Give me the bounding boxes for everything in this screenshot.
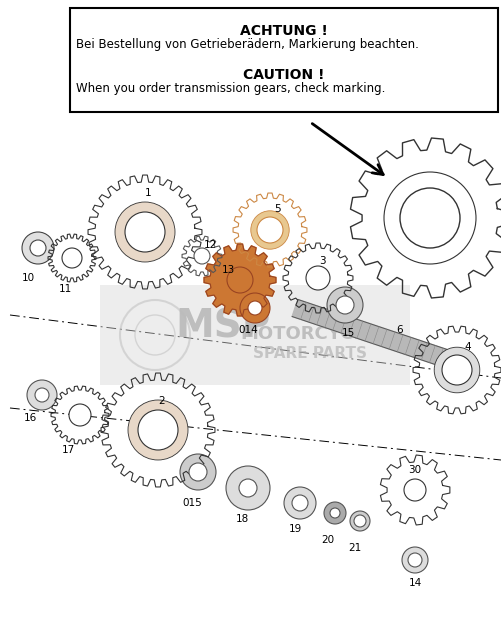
Text: SPARE PARTS: SPARE PARTS xyxy=(253,346,367,361)
Text: 15: 15 xyxy=(341,328,355,338)
Text: 3: 3 xyxy=(319,256,325,266)
Bar xyxy=(100,285,410,385)
Circle shape xyxy=(189,463,207,481)
Text: 12: 12 xyxy=(203,240,216,250)
Text: 21: 21 xyxy=(348,543,362,553)
Text: 18: 18 xyxy=(235,514,248,524)
Circle shape xyxy=(330,508,340,518)
Text: 19: 19 xyxy=(289,524,302,534)
Circle shape xyxy=(292,495,308,511)
Circle shape xyxy=(324,502,346,524)
Circle shape xyxy=(194,248,210,264)
Circle shape xyxy=(115,202,175,262)
Circle shape xyxy=(442,355,472,385)
Text: 5: 5 xyxy=(275,204,282,214)
Circle shape xyxy=(248,301,262,315)
Circle shape xyxy=(257,217,283,243)
Text: MSP: MSP xyxy=(175,308,270,346)
Circle shape xyxy=(240,293,270,323)
Text: 1: 1 xyxy=(145,188,151,198)
Text: Bei Bestellung von Getrieberädern, Markierung beachten.: Bei Bestellung von Getrieberädern, Marki… xyxy=(76,38,419,51)
Bar xyxy=(70,8,498,112)
Circle shape xyxy=(350,511,370,531)
Circle shape xyxy=(138,410,178,450)
Text: 2: 2 xyxy=(159,396,165,406)
Text: 13: 13 xyxy=(221,265,234,275)
Circle shape xyxy=(62,248,82,268)
Circle shape xyxy=(180,454,216,490)
Circle shape xyxy=(327,287,363,323)
Text: 6: 6 xyxy=(397,325,403,335)
Text: 014: 014 xyxy=(238,325,258,335)
Circle shape xyxy=(284,487,316,519)
Circle shape xyxy=(251,211,289,249)
Circle shape xyxy=(434,347,480,393)
Text: ACHTUNG !: ACHTUNG ! xyxy=(240,24,328,38)
Circle shape xyxy=(408,553,422,567)
Text: 11: 11 xyxy=(59,284,72,294)
Circle shape xyxy=(30,240,46,256)
Circle shape xyxy=(404,479,426,501)
Circle shape xyxy=(226,466,270,510)
Circle shape xyxy=(336,296,354,314)
Text: 4: 4 xyxy=(465,342,471,352)
Text: When you order transmission gears, check marking.: When you order transmission gears, check… xyxy=(76,82,385,95)
Polygon shape xyxy=(204,244,276,316)
Text: 16: 16 xyxy=(24,413,37,423)
Circle shape xyxy=(35,388,49,402)
Circle shape xyxy=(69,404,91,426)
Text: 20: 20 xyxy=(322,535,335,545)
Circle shape xyxy=(128,400,188,460)
Circle shape xyxy=(306,266,330,290)
Text: CAUTION !: CAUTION ! xyxy=(243,68,325,82)
Circle shape xyxy=(27,380,57,410)
Circle shape xyxy=(239,479,257,497)
Circle shape xyxy=(402,547,428,573)
Text: MOTORCYCLE: MOTORCYCLE xyxy=(240,325,377,343)
Text: 10: 10 xyxy=(22,273,35,283)
Circle shape xyxy=(400,188,460,248)
Text: 17: 17 xyxy=(62,445,75,455)
Polygon shape xyxy=(292,300,468,373)
Circle shape xyxy=(22,232,54,264)
Circle shape xyxy=(354,515,366,527)
Text: 14: 14 xyxy=(408,578,422,588)
Text: 015: 015 xyxy=(182,498,202,508)
Text: 30: 30 xyxy=(408,465,421,475)
Circle shape xyxy=(227,267,253,293)
Circle shape xyxy=(125,212,165,252)
